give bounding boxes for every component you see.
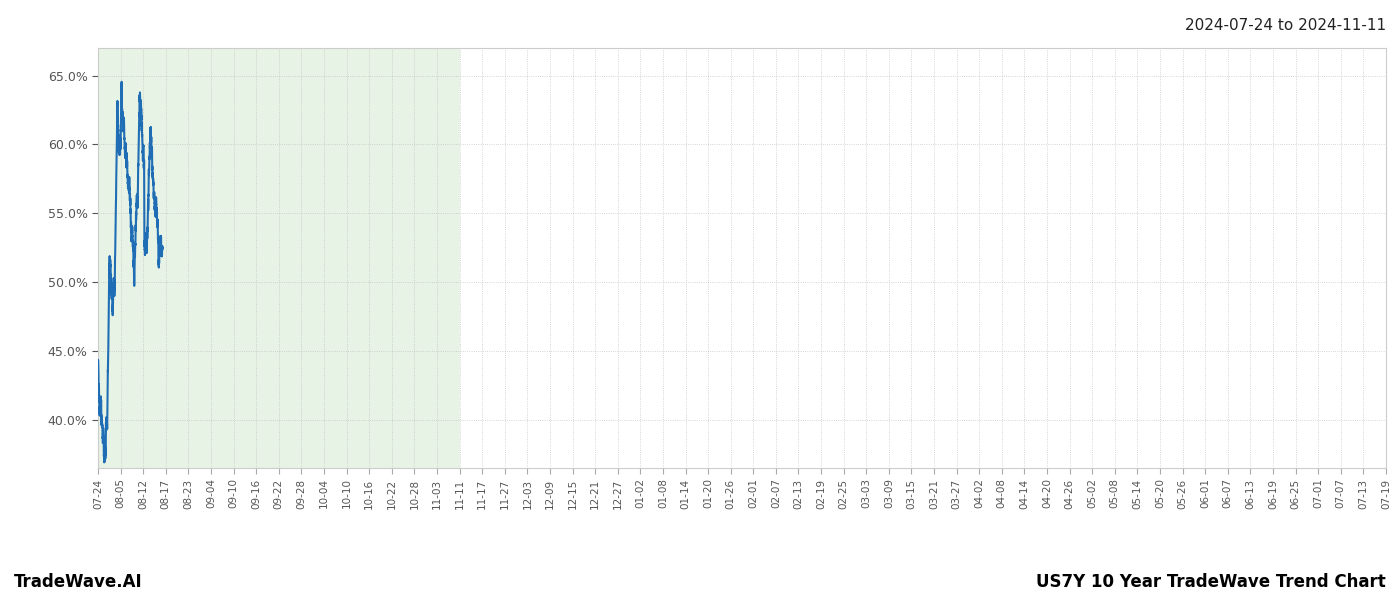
Text: TradeWave.AI: TradeWave.AI: [14, 573, 143, 591]
Bar: [98, 48, 459, 468]
Text: US7Y 10 Year TradeWave Trend Chart: US7Y 10 Year TradeWave Trend Chart: [1036, 573, 1386, 591]
Text: 2024-07-24 to 2024-11-11: 2024-07-24 to 2024-11-11: [1184, 18, 1386, 33]
